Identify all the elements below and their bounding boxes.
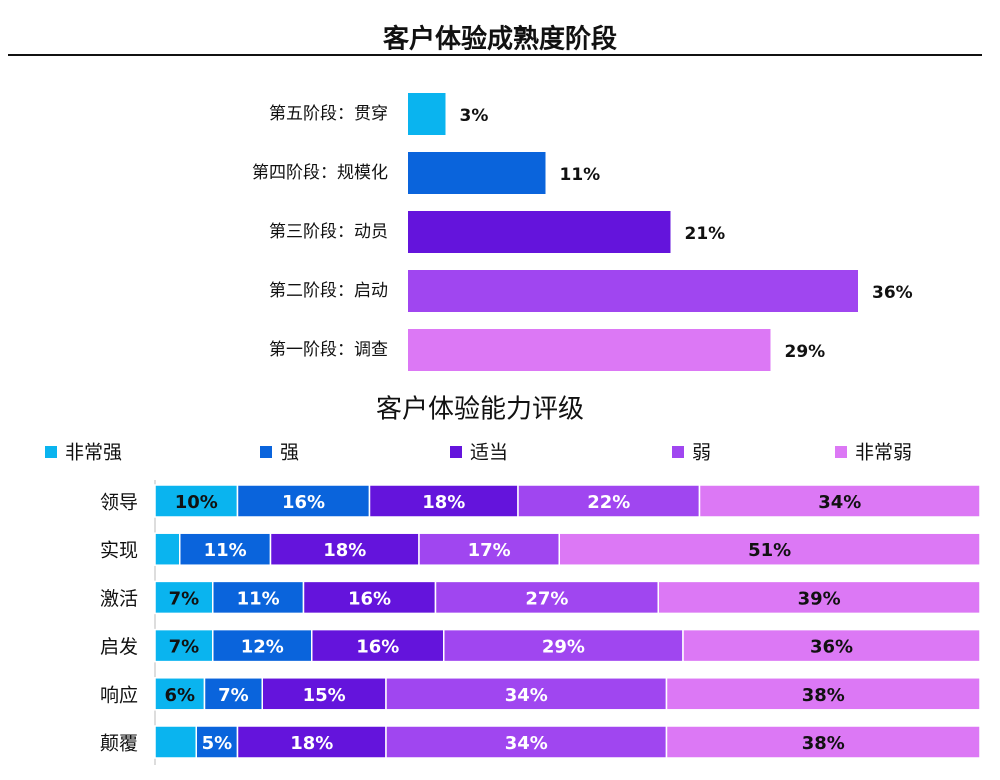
legend-label: 非常强 <box>65 442 122 464</box>
bar-segment <box>261 677 387 711</box>
bar <box>408 93 446 135</box>
bar <box>408 152 546 194</box>
value-label: 51% <box>748 540 791 561</box>
value-label: 11% <box>237 588 280 609</box>
bar-segment <box>154 725 197 759</box>
y-tick-label: 启发 <box>100 636 138 658</box>
value-label: 21% <box>685 224 726 244</box>
value-label: 36% <box>810 637 853 658</box>
bar-segment <box>418 532 560 566</box>
y-tick-label: 第四阶段：规模化 <box>252 163 388 183</box>
legend-swatch <box>835 446 847 458</box>
value-label: 16% <box>348 588 391 609</box>
chart-title: 客户体验能力评级 <box>376 395 584 425</box>
y-tick-label: 第一阶段：调查 <box>269 340 388 360</box>
bar-segment <box>558 532 981 566</box>
legend-swatch <box>260 446 272 458</box>
bar-segment <box>665 677 981 711</box>
value-label: 38% <box>802 733 845 754</box>
value-label: 39% <box>798 588 841 609</box>
value-label: 18% <box>290 733 333 754</box>
legend-label: 适当 <box>470 442 508 464</box>
bar-segment <box>212 628 313 663</box>
value-label: 27% <box>525 588 568 609</box>
value-label: 36% <box>872 283 913 303</box>
bar-segment <box>154 532 181 566</box>
bar-segment <box>179 532 272 566</box>
y-tick-label: 实现 <box>100 540 138 562</box>
y-tick-label: 响应 <box>100 684 138 706</box>
value-label: 34% <box>505 685 548 706</box>
y-tick-label: 颠覆 <box>100 733 138 755</box>
value-label: 15% <box>303 685 346 706</box>
value-label: 29% <box>542 637 585 658</box>
y-tick-label: 第二阶段：启动 <box>269 281 388 301</box>
value-label: 3% <box>460 106 489 126</box>
value-label: 6% <box>164 685 195 706</box>
bar-segment <box>665 725 981 759</box>
legend-swatch <box>450 446 462 458</box>
value-label: 17% <box>468 540 511 561</box>
bar-segment <box>236 725 387 759</box>
bar-segment <box>385 677 668 711</box>
bar-segment <box>385 725 668 759</box>
bar-segment <box>269 532 420 566</box>
value-label: 5% <box>202 733 233 754</box>
legend-label: 弱 <box>692 442 711 464</box>
value-label: 7% <box>169 637 200 658</box>
value-label: 16% <box>282 492 325 513</box>
bar-segment <box>517 484 701 518</box>
bar <box>408 329 771 371</box>
bar <box>408 211 671 253</box>
bar-segment <box>203 677 263 711</box>
value-label: 22% <box>587 492 630 513</box>
bar-segment <box>657 580 981 615</box>
value-label: 34% <box>505 733 548 754</box>
y-tick-label: 第三阶段：动员 <box>269 222 388 242</box>
value-label: 38% <box>802 685 845 706</box>
bar-segment <box>154 677 206 711</box>
y-tick-label: 激活 <box>100 588 138 610</box>
value-label: 10% <box>175 492 218 513</box>
value-label: 16% <box>356 637 399 658</box>
bar-segment <box>212 580 305 615</box>
bar-segment <box>682 628 981 663</box>
value-label: 18% <box>323 540 366 561</box>
bar-segment <box>154 628 214 663</box>
bar-segment <box>368 484 519 518</box>
bar-segment <box>302 580 437 615</box>
value-label: 11% <box>204 540 247 561</box>
legend-label: 强 <box>280 442 299 464</box>
value-label: 7% <box>218 685 249 706</box>
legend-label: 非常弱 <box>855 442 912 464</box>
value-label: 11% <box>560 165 601 185</box>
bar-segment <box>311 628 445 663</box>
chart-title: 客户体验成熟度阶段 <box>383 24 617 55</box>
legend-swatch <box>672 446 684 458</box>
y-tick-label: 第五阶段：贯穿 <box>269 104 388 124</box>
y-tick-label: 领导 <box>100 492 138 514</box>
value-label: 7% <box>169 588 200 609</box>
value-label: 34% <box>818 492 861 513</box>
bar <box>408 270 858 312</box>
legend-swatch <box>45 446 57 458</box>
bar-segment <box>698 484 981 518</box>
value-label: 18% <box>422 492 465 513</box>
bar-segment <box>154 580 214 615</box>
value-label: 12% <box>241 637 284 658</box>
value-label: 29% <box>785 342 826 362</box>
